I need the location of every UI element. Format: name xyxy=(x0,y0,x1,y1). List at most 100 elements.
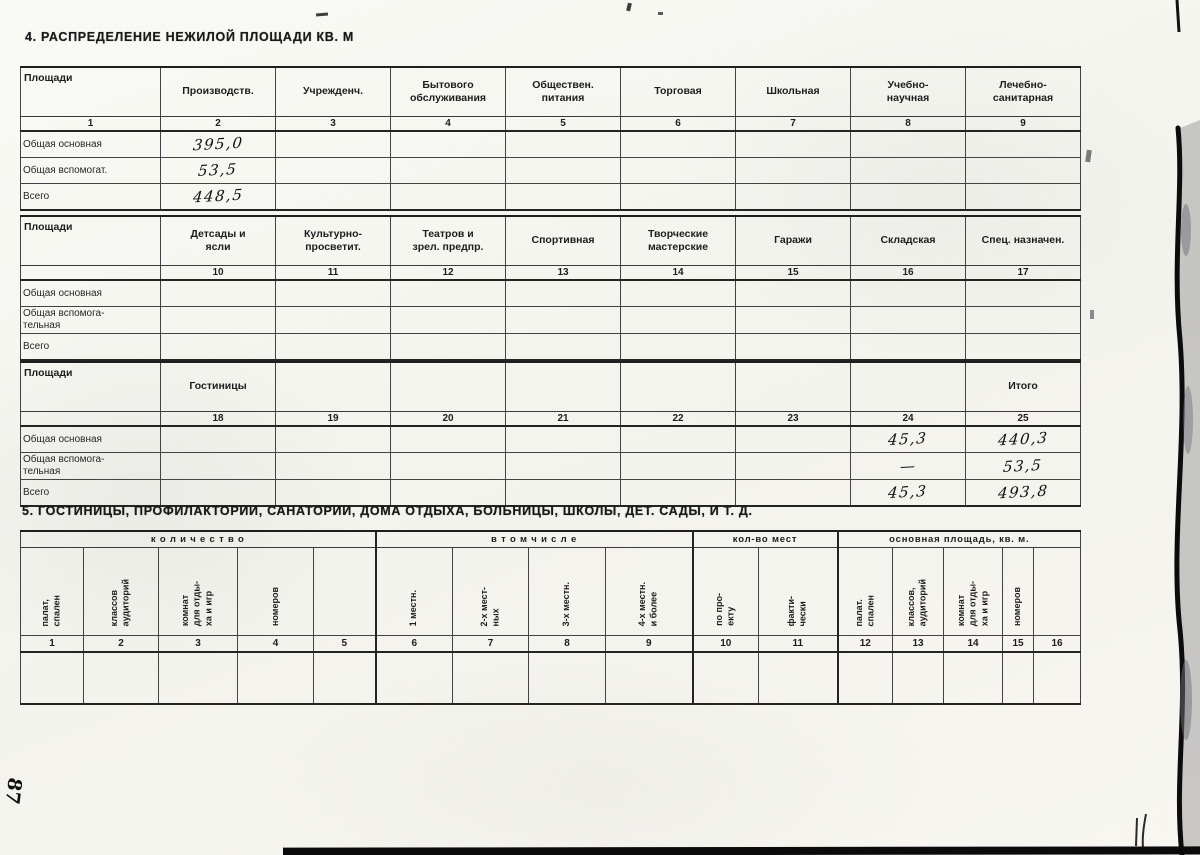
column-header: Торговая xyxy=(620,66,736,117)
data-cell xyxy=(965,183,1081,211)
header-row: Площади Производств. Учрежденч. Бытового об… xyxy=(20,66,1081,117)
handwritten-value: 53,5 xyxy=(197,159,239,181)
column-header-text: 1 местн. xyxy=(408,589,419,626)
column-header: Учебно- научная xyxy=(850,66,966,117)
data-cell xyxy=(505,425,621,453)
column-number-row: 1 2 3 4 5 6 7 8 9 10 11 12 13 14 15 16 xyxy=(20,635,1082,653)
column-number: 6 xyxy=(620,116,736,132)
data-cell xyxy=(505,183,621,211)
row-label: Общая вспомога- тельная xyxy=(20,452,161,480)
handwritten-value: 448,5 xyxy=(192,185,244,207)
column-number: 12 xyxy=(836,635,894,653)
column-number: 2 xyxy=(83,635,159,653)
column-header: Гостиницы xyxy=(160,361,276,412)
column-number: 3 xyxy=(158,635,238,653)
column-header-areas: Площади xyxy=(20,215,161,266)
column-header xyxy=(390,361,506,412)
data-cell xyxy=(620,157,736,184)
section-5-title: 5. ГОСТИНИЦЫ, ПРОФИЛАКТОРИИ, САНАТОРИИ, … xyxy=(22,504,753,518)
column-header: по про- екту xyxy=(691,547,760,636)
table-nonresidential-areas-cols-18-25: Площади Гостиницы Итого 18 19 20 21 22 23 24 25 Общ… xyxy=(20,361,1081,507)
row-label: Всего xyxy=(20,333,161,361)
column-number: 14 xyxy=(620,265,736,281)
column-number: 15 xyxy=(735,265,851,281)
data-cell xyxy=(160,279,276,307)
column-number: 9 xyxy=(605,635,694,653)
column-header: палат. спален xyxy=(836,547,894,636)
data-cell xyxy=(605,651,694,705)
column-header: факти- чески xyxy=(758,547,839,636)
column-header-text: палат, спален xyxy=(40,594,62,627)
data-cell xyxy=(83,651,159,705)
column-header: Бытового обслуживания xyxy=(390,66,506,117)
data-cell xyxy=(850,130,966,158)
column-header: Спец. назначен. xyxy=(965,215,1081,266)
data-cell: — xyxy=(850,452,966,480)
column-number: 8 xyxy=(528,635,607,653)
column-number: 10 xyxy=(160,265,276,281)
column-header-text: 4-х местн. и более xyxy=(637,581,659,626)
data-cell: 53,5 xyxy=(160,157,276,184)
column-number-row: 10 11 12 13 14 15 16 17 xyxy=(20,265,1081,281)
book-binding-edge xyxy=(1174,0,1200,855)
table-row: Общая основная 395,0 xyxy=(20,130,1081,158)
data-cell xyxy=(275,425,391,453)
data-cell xyxy=(965,130,1081,158)
column-header: Учрежденч. xyxy=(275,66,391,117)
column-number: 14 xyxy=(943,635,1004,653)
column-header-text: классов аудиторий xyxy=(109,578,131,626)
data-cell: 448,5 xyxy=(160,183,276,211)
data-cell: 45,3 xyxy=(850,479,966,507)
column-header-text: факти- чески xyxy=(786,595,808,626)
column-header-areas: Площади xyxy=(20,66,161,117)
data-cell xyxy=(965,306,1081,334)
column-number: 7 xyxy=(735,116,851,132)
table-nonresidential-areas-cols-1-9: Площади Производств. Учрежденч. Бытового об… xyxy=(20,66,1081,211)
handwritten-value: 45,3 xyxy=(887,481,929,503)
table-row: Общая вспомога- тельная — 53,5 xyxy=(20,452,1081,480)
data-cell xyxy=(505,333,621,361)
column-header xyxy=(620,361,736,412)
column-number: 12 xyxy=(390,265,506,281)
column-header: номеров xyxy=(237,547,314,636)
data-cell xyxy=(735,479,851,507)
column-header xyxy=(850,361,966,412)
column-header-text: палат. спален xyxy=(853,594,876,627)
data-cell xyxy=(1033,651,1082,705)
group-header: к о л и ч е с т в о xyxy=(19,530,377,548)
handwritten-value: 440,3 xyxy=(997,428,1049,450)
column-header-text: 2-х мест- ных xyxy=(478,586,501,626)
table-nonresidential-areas-cols-10-17: Площади Детсады и ясли Культурно- просвети… xyxy=(20,215,1081,361)
column-header: комнат для отды- ха и игр xyxy=(158,547,238,636)
column-header: Производств. xyxy=(160,66,276,117)
data-cell xyxy=(620,452,736,480)
column-number: 18 xyxy=(160,411,276,427)
data-cell xyxy=(691,651,760,705)
handwritten-value: 45,3 xyxy=(887,428,929,450)
column-number: 19 xyxy=(275,411,391,427)
column-header-text: номеров xyxy=(1012,586,1023,626)
column-number: 5 xyxy=(505,116,621,132)
row-label: Всего xyxy=(20,183,161,211)
data-cell xyxy=(275,157,391,184)
data-cell xyxy=(850,183,966,211)
column-header xyxy=(505,361,621,412)
data-cell xyxy=(390,425,506,453)
group-header: основная площадь, кв. м. xyxy=(836,530,1082,548)
data-cell xyxy=(275,333,391,361)
data-cell xyxy=(943,651,1004,705)
data-cell xyxy=(735,452,851,480)
column-header: Спортивная xyxy=(505,215,621,266)
column-header: Культурно- просветит. xyxy=(275,215,391,266)
data-cell xyxy=(160,479,276,507)
data-cell xyxy=(390,130,506,158)
table-row: Общая основная xyxy=(20,279,1081,307)
column-number: 1 xyxy=(20,635,84,653)
table-row: Всего xyxy=(20,333,1081,361)
column-header: Творческие мастерские xyxy=(620,215,736,266)
data-cell: 45,3 xyxy=(850,425,966,453)
handwritten-margin-note: 87 xyxy=(0,777,26,805)
data-cell xyxy=(620,130,736,158)
scan-artifact xyxy=(315,12,329,17)
